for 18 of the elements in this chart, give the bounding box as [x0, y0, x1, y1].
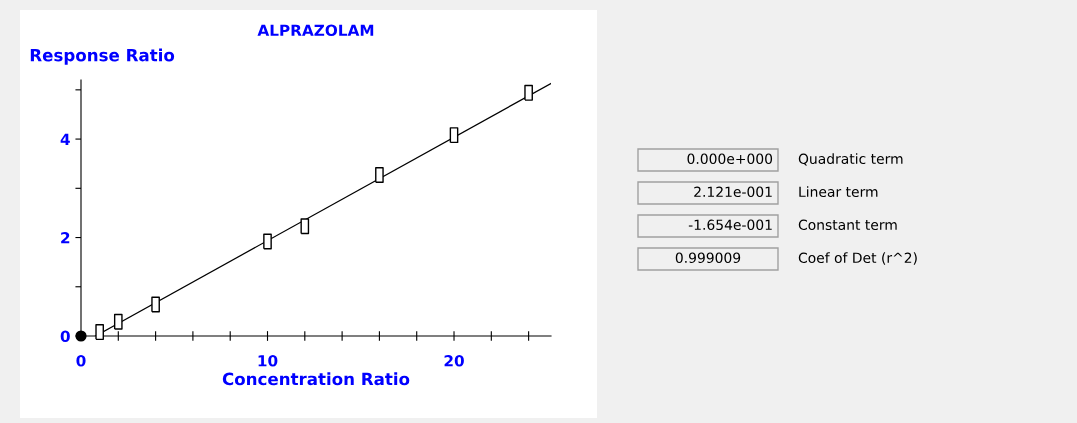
text: Linear term — [799, 186, 878, 198]
text: 0.000e+000 — [687, 153, 773, 165]
chart-title: ALPRAZOLAM — [257, 24, 374, 37]
y-tick-label: 2 — [61, 232, 70, 244]
y-tick-label: 0 — [60, 330, 70, 343]
x-axis-title: Concentration Ratio — [222, 372, 410, 386]
x-tick-label: 10 — [258, 355, 278, 367]
y-tick-label: 4 — [60, 133, 70, 145]
text: Constant term — [798, 219, 897, 231]
text: Quadratic term — [798, 153, 903, 166]
x-tick-label: 20 — [444, 355, 464, 367]
y-axis-title: Response Ratio — [30, 48, 175, 65]
x-tick-label: 0 — [76, 355, 86, 367]
text: 0.999009 — [675, 252, 741, 264]
text: Coef of Det (r^2) — [798, 252, 917, 265]
point — [75, 330, 87, 342]
text: 2.121e-001 — [694, 186, 772, 198]
text: -1.654e-001 — [688, 219, 772, 231]
